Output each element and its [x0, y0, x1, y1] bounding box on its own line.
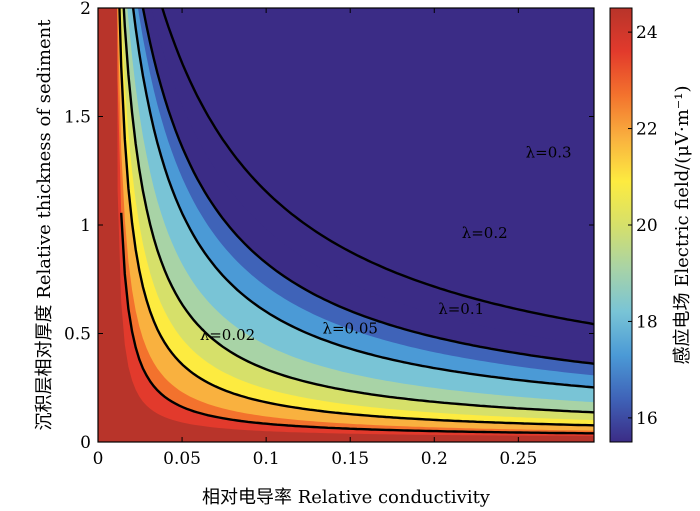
- x-tick-label: 0.1: [253, 449, 280, 469]
- contour-label: λ=0.05: [322, 320, 377, 338]
- contour-line: [141, 8, 594, 365]
- contour-bands: [98, 8, 594, 442]
- y-tick-label: 1: [80, 216, 91, 236]
- contour-line: [122, 8, 594, 414]
- plot-area: [98, 8, 594, 442]
- x-tick-label: 0.05: [163, 449, 201, 469]
- contour-line: [161, 8, 594, 326]
- x-tick-label: 0: [93, 449, 104, 469]
- colorbar-tick-label: 16: [636, 409, 658, 429]
- contour-label: λ=0.02: [200, 326, 255, 344]
- colorbar-tick-label: 20: [636, 216, 658, 236]
- colorbar-tick-label: 18: [636, 312, 658, 332]
- x-tick-label: 0.2: [421, 449, 448, 469]
- y-tick-label: 1.5: [64, 108, 91, 128]
- y-tick-label: 0: [80, 433, 91, 453]
- y-axis: 0 0.5 1 1.5 2: [64, 0, 594, 453]
- x-tick-label: 0.15: [331, 449, 369, 469]
- x-axis: 0 0.05 0.1 0.15 0.2 0.25: [93, 8, 537, 469]
- contour-label: λ=0.1: [438, 300, 484, 318]
- contour-label: λ=0.3: [526, 144, 572, 162]
- colorbar-tick-label: 24: [636, 23, 658, 43]
- x-tick-label: 0.25: [499, 449, 537, 469]
- y-tick-label: 0.5: [64, 325, 91, 345]
- contour-lines: [118, 8, 594, 435]
- contour-line: [120, 212, 594, 435]
- colorbar-tick-label: 22: [636, 120, 658, 140]
- y-tick-label: 2: [80, 0, 91, 19]
- colorbar-label: 感应电场 Electric field/(μV·m⁻¹): [672, 86, 693, 365]
- contour-label: λ=0.2: [462, 224, 508, 242]
- contour-labels: λ=0.02 λ=0.05 λ=0.1 λ=0.2 λ=0.3: [200, 144, 572, 344]
- contour-band: [162, 8, 594, 325]
- colorbar: 16 18 20 22 24: [609, 7, 658, 443]
- y-axis-label: 沉积层相对厚度 Relative thickness of sediment: [34, 19, 55, 431]
- contour-line: [131, 8, 594, 389]
- x-axis-label: 相对电导率 Relative conductivity: [202, 487, 491, 508]
- contour-line: [118, 8, 594, 427]
